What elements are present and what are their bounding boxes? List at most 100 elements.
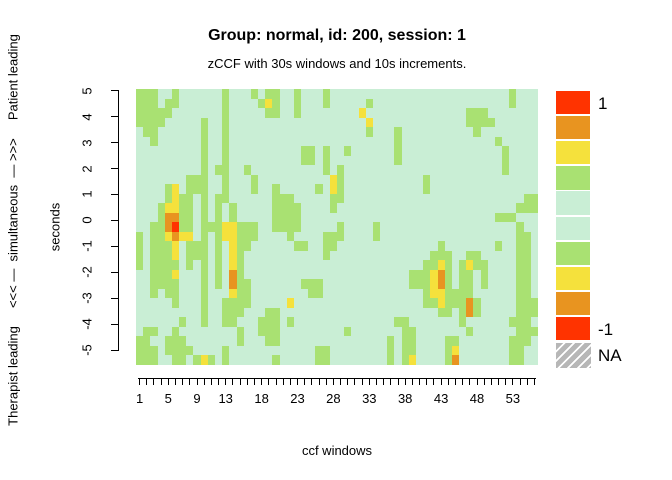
heatmap-cell [430, 289, 438, 298]
heatmap-cell [459, 289, 466, 298]
heatmap-cell [272, 213, 280, 222]
heatmap-cell [222, 108, 229, 118]
heatmap-cell [459, 270, 466, 279]
heatmap-cell [251, 175, 258, 184]
heatmap-cell [466, 251, 473, 260]
heatmap-cell [473, 308, 481, 317]
heatmap-cell [495, 137, 502, 146]
heatmap-cell [387, 346, 394, 355]
heatmap-cell [373, 232, 380, 241]
heatmap-cell [150, 327, 158, 336]
heatmap-cell [208, 355, 215, 365]
heatmap-cell [516, 298, 524, 308]
x-tick [275, 378, 277, 385]
heatmap-cell [158, 203, 165, 213]
heatmap-cell [222, 346, 229, 355]
heatmap-cell [323, 251, 330, 260]
heatmap-cell [186, 222, 193, 232]
chart-title: Group: normal, id: 200, session: 1 [208, 27, 466, 44]
heatmap-cell [237, 260, 244, 270]
heatmap-cell [509, 355, 516, 365]
heatmap-cell [445, 279, 452, 289]
heatmap-cell [165, 289, 172, 298]
heatmap-cell [466, 279, 473, 289]
heatmap-cell [409, 346, 416, 355]
heatmap-cell [165, 251, 172, 260]
heatmap-cell [222, 317, 229, 327]
heatmap-cell [201, 213, 208, 222]
x-tick [182, 378, 184, 385]
heatmap-cell [143, 327, 150, 336]
heatmap-cell [423, 289, 430, 298]
heatmap-cell [394, 156, 402, 165]
heatmap-cell [172, 270, 179, 279]
heatmap-cell [330, 184, 337, 194]
heatmap-cell [136, 118, 143, 127]
heatmap-cell [394, 317, 402, 327]
heatmap-cell [394, 137, 402, 146]
x-tick [268, 378, 270, 385]
x-tick [526, 378, 528, 385]
heatmap-cell [150, 289, 158, 298]
heatmap-cell [237, 289, 244, 298]
heatmap-cell [416, 279, 423, 289]
heatmap-cell [481, 270, 488, 279]
heatmap-cell [215, 260, 222, 270]
legend-na-label: NA [598, 346, 622, 365]
heatmap-cell [301, 241, 308, 251]
heatmap-cell [272, 184, 280, 194]
heatmap-cell [459, 260, 466, 270]
heatmap-cell [215, 241, 222, 251]
heatmap-cell [323, 355, 330, 365]
x-tick-label: 33 [362, 391, 377, 406]
heatmap-cell [294, 89, 301, 99]
heatmap-cell [172, 194, 179, 203]
heatmap-cell [237, 241, 244, 251]
heatmap-cell [136, 241, 143, 251]
heatmap-cell [172, 222, 179, 232]
heatmap-cell [150, 222, 158, 232]
heatmap-cell [186, 241, 193, 251]
heatmap-cell [323, 89, 330, 99]
heatmap-cell [258, 99, 265, 108]
heatmap-cell [193, 251, 201, 260]
heatmap-cell [165, 213, 172, 222]
heatmap-cell [136, 232, 143, 241]
heatmap-cell [294, 222, 301, 232]
heatmap-cell [516, 251, 524, 260]
heatmap-cell [172, 213, 179, 222]
heatmap-cell [222, 222, 229, 232]
heatmap-cell [172, 99, 179, 108]
heatmap-cell [394, 146, 402, 156]
heatmap-cell [136, 251, 143, 260]
heatmap-cell [516, 317, 524, 327]
heatmap-cell [445, 270, 452, 279]
heatmap-cell [215, 232, 222, 241]
y-tick-label: 5 [79, 87, 95, 95]
heatmap-cell [165, 270, 172, 279]
heatmap-cell [179, 232, 186, 241]
heatmap-cell [165, 241, 172, 251]
heatmap-cell [172, 289, 179, 298]
heatmap-cell [466, 118, 473, 127]
heatmap-cell [237, 232, 244, 241]
x-tick [239, 378, 241, 385]
heatmap-cell [330, 203, 337, 213]
heatmap-cell [323, 99, 330, 108]
heatmap-cell [323, 146, 330, 156]
heatmap-cell [438, 260, 445, 270]
heatmap-cell [165, 222, 172, 232]
heatmap-cell [150, 279, 158, 289]
heatmap-cell [186, 184, 193, 194]
heatmap-cell [172, 89, 179, 99]
heatmap-cell [158, 232, 165, 241]
heatmap-cell [452, 336, 459, 346]
heatmap-cell [244, 298, 251, 308]
heatmap-cell [165, 108, 172, 118]
heatmap-cell [287, 232, 294, 241]
heatmap-cell [516, 327, 524, 336]
heatmap-cell [244, 232, 251, 241]
x-tick [246, 378, 248, 385]
heatmap-cell [315, 346, 323, 355]
heatmap-cell [315, 355, 323, 365]
